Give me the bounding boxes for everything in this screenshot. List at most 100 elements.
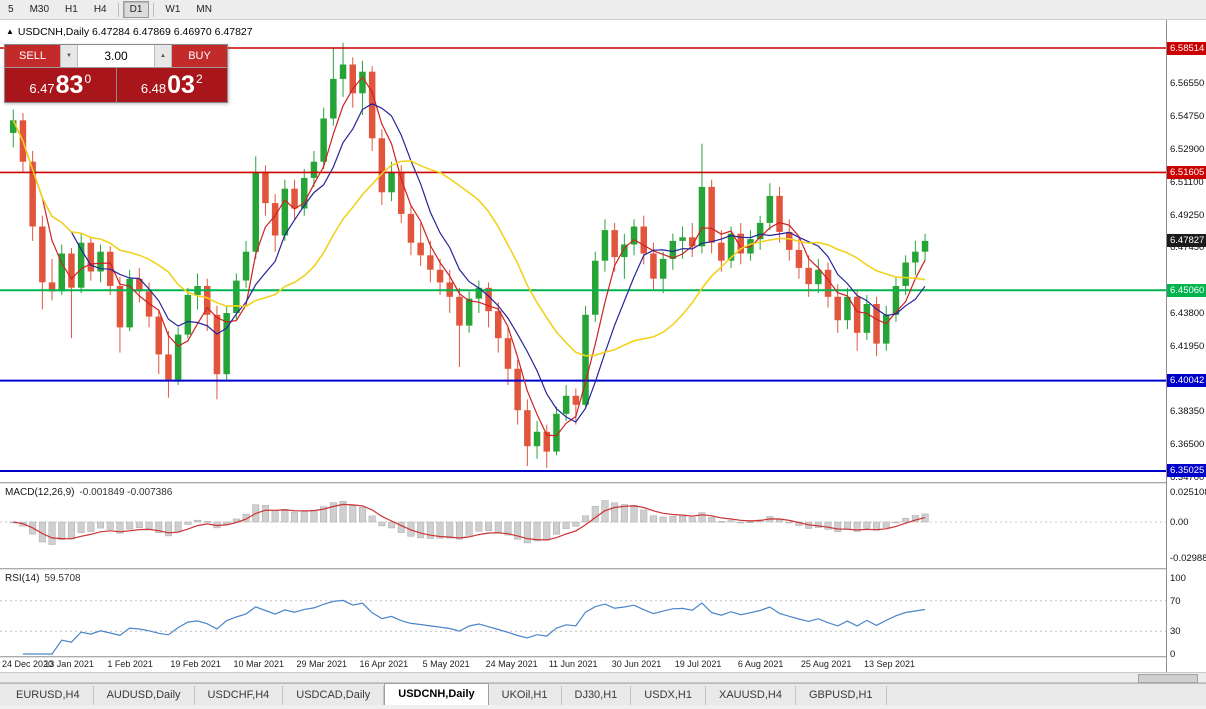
- candlestick-series: [10, 42, 929, 468]
- horizontal-scrollbar-thumb[interactable]: [1138, 674, 1198, 683]
- toolbar-separator: [153, 2, 155, 17]
- price-axis[interactable]: 6.56550 6.54750 6.52900 6.51100 6.49250 6.474…: [1166, 20, 1206, 672]
- lot-increase-button[interactable]: ▲: [154, 45, 172, 67]
- chart-window: ▲ USDCNH,Daily 6.47284 6.47869 6.46970 6.…: [0, 20, 1206, 672]
- macd-histogram: [9, 500, 929, 545]
- chart-tab-bar: EURUSD,H4 AUDUSD,Daily USDCHF,H4 USDCAD,Dai…: [0, 683, 1206, 705]
- macd-values: -0.001849 -0.007386: [79, 487, 173, 498]
- chart-symbol-label: USDCNH,Daily: [17, 26, 90, 38]
- x-axis-date: 1 Feb 2021: [107, 659, 153, 669]
- x-axis-date: 16 Apr 2021: [359, 659, 409, 669]
- timeframe-button-m30[interactable]: M30: [23, 1, 56, 18]
- timeframe-button-mn[interactable]: MN: [189, 1, 219, 18]
- chart-tab-eurusd[interactable]: EURUSD,H4: [3, 686, 94, 705]
- ask-price-point: 2: [195, 72, 203, 86]
- bid-price-point: 0: [84, 72, 92, 86]
- panel-separator[interactable]: [0, 482, 1206, 484]
- buy-button[interactable]: BUY: [172, 45, 227, 67]
- ask-price[interactable]: 6.48 03 2: [116, 68, 227, 102]
- macd-name: MACD(12,26,9): [5, 487, 75, 498]
- one-click-trading-panel: SELL ▼ ▲ BUY 6.47 83 0 6.48 03 2: [4, 44, 228, 103]
- ask-price-prefix: 6.48: [140, 80, 167, 96]
- price-level-badge: 6.40042: [1167, 374, 1206, 388]
- y-axis-tick: 6.51100: [1170, 176, 1204, 188]
- price-level-badge: 6.51605: [1167, 165, 1206, 179]
- x-axis-date: 6 Aug 2021: [737, 659, 784, 669]
- lot-size-input[interactable]: [78, 45, 154, 67]
- x-axis-date: 19 Jul 2021: [674, 659, 722, 669]
- chart-tab-usdchf[interactable]: USDCHF,H4: [195, 686, 284, 705]
- x-axis-date: 10 Mar 2021: [233, 659, 284, 669]
- chart-marker-icon: ▲: [6, 27, 14, 36]
- timeframe-toolbar: 5 M30 H1 H4 D1 W1 MN: [0, 0, 1206, 20]
- bid-price-prefix: 6.47: [29, 80, 55, 96]
- macd-label: MACD(12,26,9) -0.001849 -0.007386: [5, 487, 172, 498]
- macd-axis-tick: -0.029880: [1170, 552, 1206, 564]
- y-axis-tick: 6.38350: [1170, 406, 1205, 418]
- ma-red: [12, 76, 926, 437]
- bid-price[interactable]: 6.47 83 0: [5, 68, 116, 102]
- chart-tab-xauusd[interactable]: XAUUSD,H4: [706, 686, 796, 705]
- current-price-badge: 6.47827: [1167, 233, 1206, 247]
- chart-title: ▲ USDCNH,Daily 6.47284 6.47869 6.46970 6.…: [6, 26, 253, 38]
- chart-tab-usdx[interactable]: USDX,H1: [631, 686, 706, 705]
- chart-tab-audusd[interactable]: AUDUSD,Daily: [94, 686, 195, 705]
- chevron-up-icon: ▲: [160, 53, 166, 59]
- chart-ohlc-values: 6.47284 6.47869 6.46970 6.47827: [92, 26, 253, 38]
- y-axis-tick: 6.47450: [1170, 242, 1205, 254]
- price-level-badge: 6.35025: [1167, 464, 1206, 478]
- timeframe-button-5[interactable]: 5: [1, 1, 21, 18]
- y-axis-tick: 6.56550: [1170, 78, 1205, 90]
- rsi-axis-tick: 30: [1170, 626, 1181, 638]
- timeframe-button-d1[interactable]: D1: [122, 1, 150, 18]
- x-axis-date: 25 Aug 2021: [800, 659, 852, 669]
- chart-tab-usdcad[interactable]: USDCAD,Daily: [283, 686, 385, 705]
- x-axis-date: 24 May 2021: [485, 659, 538, 669]
- x-axis-date: 13 Sep 2021: [863, 659, 915, 669]
- ma-blue: [12, 103, 926, 423]
- sell-button[interactable]: SELL: [5, 45, 60, 67]
- chart-tab-usdcnh[interactable]: USDCNH,Daily: [384, 683, 489, 705]
- ma-yellow: [12, 119, 926, 357]
- chart-tab-gbpusd[interactable]: GBPUSD,H1: [796, 686, 887, 705]
- rsi-axis-tick: 0: [1170, 649, 1176, 660]
- rsi-axis-tick: 100: [1170, 573, 1186, 584]
- chart-tab-dj30[interactable]: DJ30,H1: [562, 686, 632, 705]
- y-axis-tick: 6.41950: [1170, 341, 1205, 353]
- macd-signal-line: [13, 503, 926, 541]
- rsi-axis-tick: 70: [1170, 595, 1181, 607]
- price-level-badge: 6.45060: [1167, 283, 1206, 297]
- y-axis-tick: 6.49250: [1170, 209, 1205, 221]
- ask-price-pips: 03: [167, 70, 195, 99]
- rsi-label: RSI(14) 59.5708: [5, 573, 81, 584]
- rsi-value: 59.5708: [44, 573, 81, 584]
- x-axis-date: 29 Mar 2021: [296, 659, 348, 669]
- y-axis-tick: 6.36500: [1170, 439, 1205, 451]
- timeframe-button-h1[interactable]: H1: [58, 1, 85, 18]
- rsi-panel[interactable]: [0, 570, 1166, 656]
- rsi-line: [22, 599, 926, 655]
- toolbar-separator: [117, 2, 119, 17]
- main-price-chart[interactable]: [0, 20, 1166, 482]
- lot-decrease-button[interactable]: ▼: [60, 45, 78, 67]
- y-axis-tick: 6.43800: [1170, 307, 1205, 319]
- timeframe-button-h4[interactable]: H4: [87, 1, 114, 18]
- x-axis-date: 24 Dec 2020: [2, 659, 54, 669]
- trade-panel-prices: 6.47 83 0 6.48 03 2: [5, 68, 227, 102]
- x-axis-date: 13 Jan 2021: [44, 659, 94, 669]
- x-axis-date: 5 May 2021: [422, 659, 470, 669]
- macd-panel[interactable]: [0, 484, 1166, 568]
- macd-axis-tick: 0.025108: [1170, 486, 1206, 498]
- horizontal-scrollbar[interactable]: [0, 672, 1206, 683]
- bid-price-pips: 83: [55, 70, 84, 99]
- panel-separator: [0, 656, 1206, 658]
- timeframe-button-w1[interactable]: W1: [158, 1, 187, 18]
- rsi-name: RSI(14): [5, 573, 40, 584]
- panel-separator[interactable]: [0, 568, 1206, 570]
- x-axis-date: 19 Feb 2021: [170, 659, 221, 669]
- y-axis-tick: 6.54750: [1170, 110, 1205, 122]
- time-axis[interactable]: 24 Dec 2020 13 Jan 2021 1 Feb 2021 19 Feb 2…: [0, 657, 1166, 672]
- macd-axis-tick: 0.00: [1170, 517, 1189, 528]
- chart-tab-ukoil[interactable]: UKOil,H1: [489, 686, 562, 705]
